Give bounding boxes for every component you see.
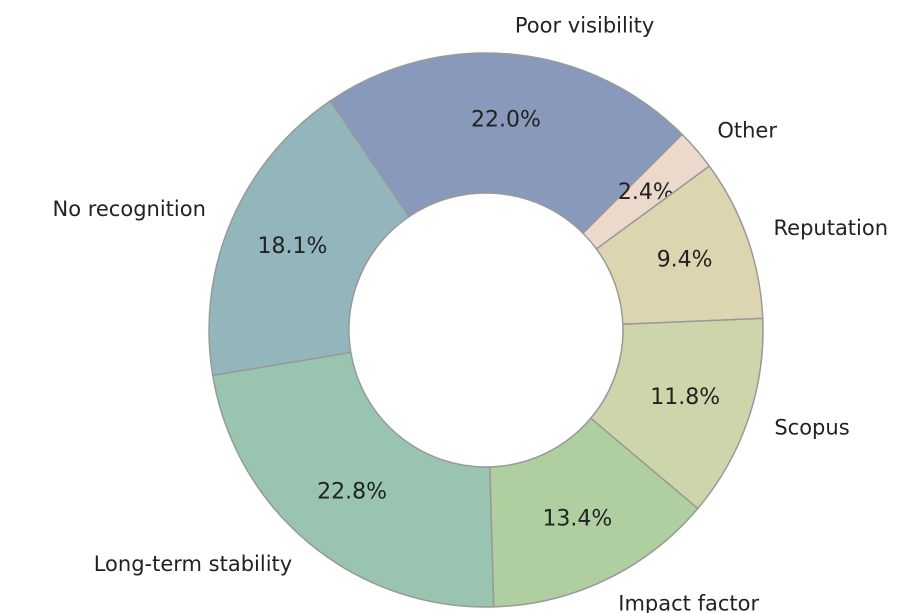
value-label: 18.1% [258, 234, 328, 259]
slice-label: No recognition [52, 197, 205, 221]
value-label: 11.8% [650, 385, 720, 410]
value-label: 22.0% [471, 107, 541, 132]
slice-label: Scopus [774, 416, 849, 440]
slice-label: Reputation [774, 216, 889, 240]
slice [489, 417, 699, 608]
slice-label: Other [717, 119, 777, 143]
value-label: 22.8% [317, 479, 387, 504]
value-label: 13.4% [542, 507, 612, 532]
slice-label: Impact factor [618, 591, 759, 613]
slice [211, 351, 495, 608]
slice-label: Poor visibility [515, 14, 654, 38]
slice-label: Long-term stability [94, 552, 293, 576]
slice [329, 52, 684, 235]
slice [208, 99, 411, 377]
value-label: 9.4% [657, 247, 713, 272]
